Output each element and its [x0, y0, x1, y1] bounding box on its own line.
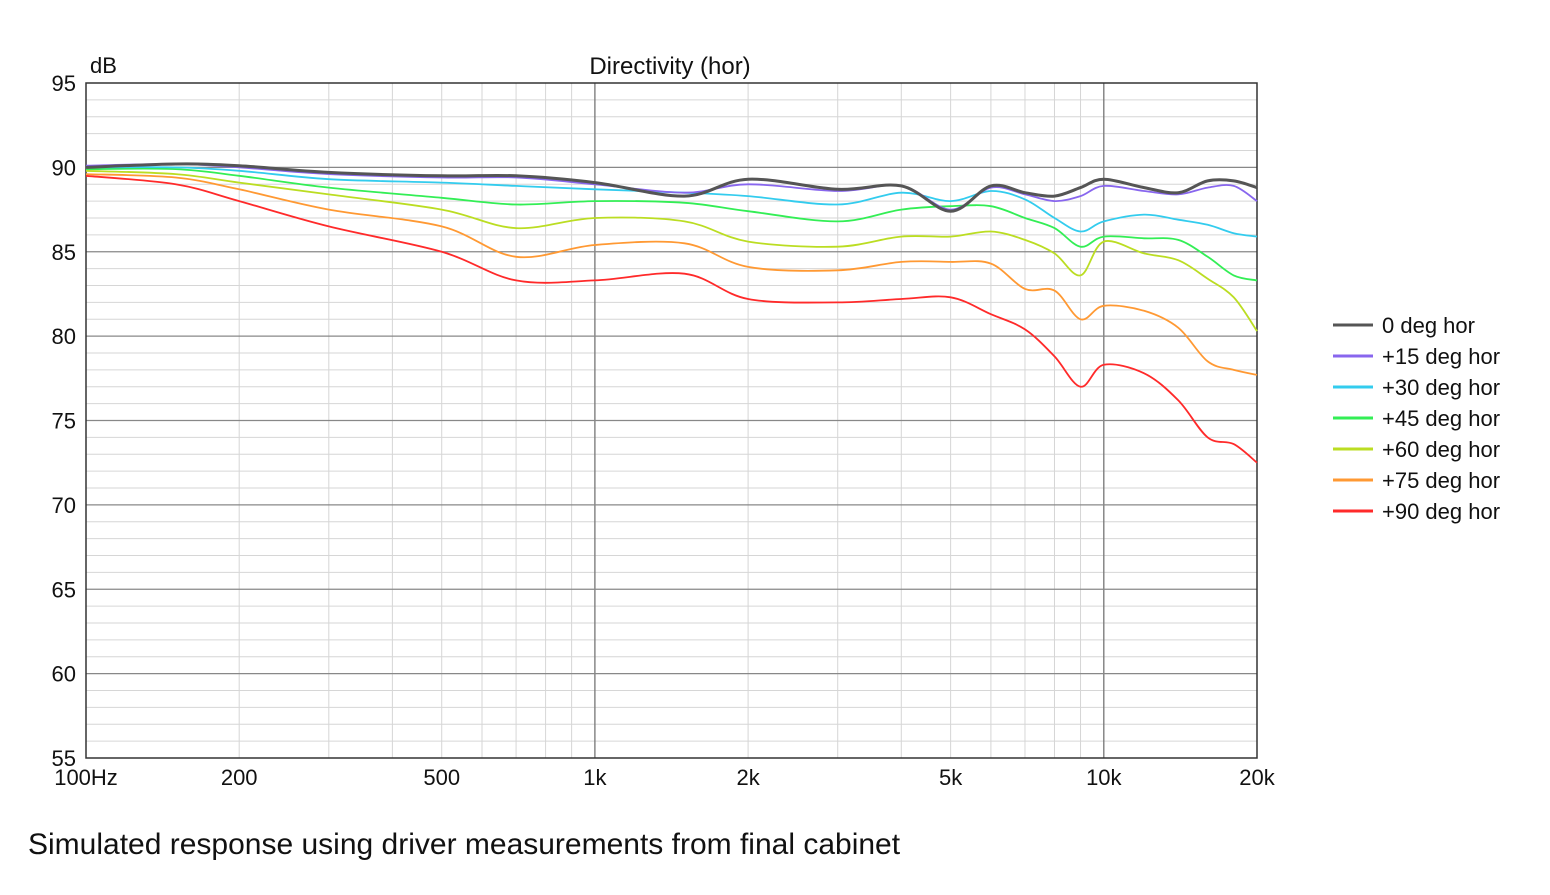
series-line-60-deg-hor [85, 169, 1258, 332]
y-tick-label: 55 [52, 746, 76, 771]
major-grid [86, 83, 1257, 758]
series-line-0-deg-hor [85, 162, 1258, 213]
figure-caption: Simulated response using driver measurem… [28, 828, 901, 861]
y-tick-labels: 95 90 85 80 75 70 65 60 55 [52, 71, 76, 771]
x-tick-labels: 100Hz 200 500 1k 2k 5k 10k 20k [54, 765, 1276, 790]
x-tick-label: 5k [939, 765, 963, 790]
x-tick-label: 10k [1086, 765, 1122, 790]
y-tick-label: 75 [52, 409, 76, 434]
legend-label: +60 deg hor [1382, 437, 1500, 462]
x-tick-label: 1k [583, 765, 607, 790]
y-tick-label: 80 [52, 324, 76, 349]
legend-label: 0 deg hor [1382, 313, 1475, 338]
x-tick-label: 500 [423, 765, 460, 790]
legend-label: +90 deg hor [1382, 499, 1500, 524]
x-tick-label: 20k [1239, 765, 1275, 790]
plot-frame [85, 82, 1258, 759]
legend-label: +45 deg hor [1382, 406, 1500, 431]
series-line-75-deg-hor [85, 173, 1258, 376]
y-tick-label: 70 [52, 493, 76, 518]
series-line-30-deg-hor [85, 166, 1258, 238]
x-tick-label: 200 [221, 765, 258, 790]
legend: 0 deg hor +15 deg hor +30 deg hor +45 deg h… [1333, 313, 1500, 524]
x-tick-label: 2k [736, 765, 760, 790]
y-tick-label: 95 [52, 71, 76, 96]
legend-label: +15 deg hor [1382, 344, 1500, 369]
y-tick-label: 65 [52, 577, 76, 602]
y-axis-unit-label: dB [90, 53, 117, 78]
legend-label: +75 deg hor [1382, 468, 1500, 493]
chart-title: Directivity (hor) [589, 53, 750, 80]
legend-label: +30 deg hor [1382, 375, 1500, 400]
x-tick-label: 100Hz [54, 765, 118, 790]
y-tick-label: 90 [52, 155, 76, 180]
series-lines [85, 162, 1258, 464]
y-tick-label: 85 [52, 240, 76, 265]
y-tick-label: 60 [52, 662, 76, 687]
series-line-45-deg-hor [85, 167, 1258, 282]
series-line-90-deg-hor [85, 174, 1258, 464]
